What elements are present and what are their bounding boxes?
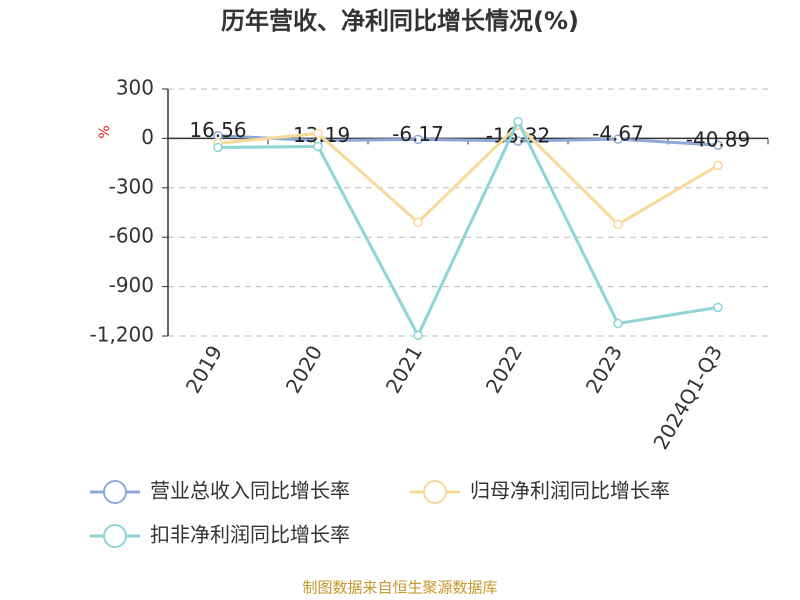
- point: [513, 136, 523, 146]
- chart-title: 历年营收、净利同比增长情况(%): [221, 7, 579, 35]
- point: [313, 128, 323, 139]
- data-label: -4.67: [592, 122, 644, 146]
- legend-marker: [423, 480, 447, 504]
- legend-label: 扣非净利润同比增长率: [150, 523, 350, 547]
- legend-item[interactable]: 归母净利润同比增长率: [410, 479, 670, 504]
- point: [713, 140, 723, 150]
- y-tick-label: -1,200: [90, 323, 154, 347]
- series-line: [217, 123, 719, 227]
- x-tick-label: 2022: [481, 341, 527, 397]
- point: [413, 330, 423, 341]
- source-note: 制图数据来自恒生聚源数据库: [302, 579, 497, 597]
- data-label: 16.56: [189, 118, 246, 142]
- data-label: -6.17: [392, 122, 444, 146]
- y-axis-label: %: [97, 125, 113, 138]
- legend-marker: [103, 524, 127, 548]
- legend-label: 归母净利润同比增长率: [470, 479, 670, 503]
- legend-marker: [103, 480, 127, 504]
- x-tick-label: 2024Q1-Q3: [648, 341, 727, 453]
- legend-item[interactable]: 营业总收入同比增长率: [90, 479, 350, 504]
- point: [613, 134, 623, 144]
- x-tick-label: 2021: [381, 341, 427, 397]
- x-tick-label: 2020: [281, 341, 327, 397]
- point: [613, 219, 623, 230]
- legend-item[interactable]: 扣非净利润同比增长率: [90, 523, 350, 548]
- series-line: [217, 134, 719, 147]
- y-tick-label: -600: [109, 224, 154, 248]
- y-tick-label: -300: [109, 174, 154, 198]
- y-tick-label: 300: [116, 76, 154, 100]
- point: [213, 142, 223, 153]
- legend-label: 营业总收入同比增长率: [150, 479, 350, 503]
- series-line: [217, 117, 719, 339]
- x-tick-label: 2019: [181, 341, 227, 397]
- point: [413, 217, 423, 228]
- x-tick-label: 2023: [581, 341, 627, 397]
- point: [613, 318, 623, 329]
- point: [513, 116, 523, 127]
- point: [413, 134, 423, 145]
- data-label: -40.89: [686, 128, 750, 152]
- point: [713, 302, 723, 313]
- y-tick-label: 0: [141, 125, 154, 149]
- point: [313, 141, 323, 152]
- y-tick-label: -900: [109, 273, 154, 297]
- point: [713, 160, 723, 171]
